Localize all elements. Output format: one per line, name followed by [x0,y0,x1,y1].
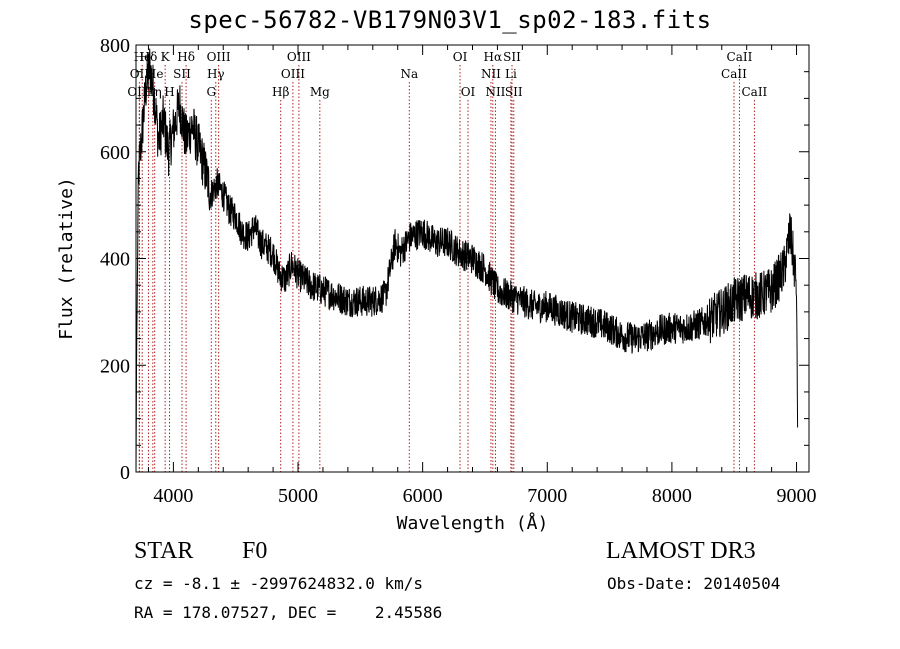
chart-title: spec-56782-VB179N03V1_sp02-183.fits [188,6,712,34]
coordinates: RA = 178.07527, DEC = 2.45586 [134,603,443,622]
line-label-24: Li [505,67,517,81]
x-tick-label-2: 6000 [403,485,443,507]
object-subclass: F0 [242,538,268,564]
line-label-12: G [206,85,216,99]
x-tick-label-5: 9000 [777,485,817,507]
survey-name: LAMOST DR3 [606,538,756,564]
line-label-19: OI [461,85,476,99]
line-label-1: OII [130,67,150,81]
x-tick-label-3: 7000 [527,485,567,507]
line-label-13: Hβ [272,85,289,99]
line-label-25: SII [505,85,523,99]
line-label-21: NII [481,67,501,81]
y-tick-label-4: 800 [100,35,130,57]
y-tick-label-3: 600 [100,142,130,164]
line-label-8: SII [173,67,191,81]
line-label-20: Hα [484,50,503,64]
y-axis-title: Flux (relative) [56,177,77,340]
object-class: STAR [134,538,194,564]
observation-date: Obs-Date: 20140504 [607,574,781,593]
line-label-7: H [164,85,174,99]
line-label-26: CaII [727,50,753,64]
x-tick-label-4: 8000 [652,485,692,507]
line-label-22: NII [485,85,505,99]
line-label-16: Mg [310,85,330,99]
line-label-15: OIII [281,67,305,81]
x-tick-label-1: 5000 [278,485,318,507]
line-label-17: Na [400,67,418,81]
line-label-23: SII [503,50,521,64]
line-label-6: K [161,50,171,64]
line-label-14: OIII [287,50,311,64]
line-label-18: OI [453,50,468,64]
line-label-10: OIII [207,50,231,64]
y-tick-label-2: 400 [100,249,130,271]
x-axis-title: Wavelength (Å) [397,512,549,534]
y-tick-label-1: 200 [100,355,130,377]
redshift-velocity: cz = -8.1 ± -2997624832.0 km/s [134,574,423,593]
spectrum-line [135,48,799,473]
line-label-11: Hγ [207,67,225,81]
y-tick-label-0: 0 [120,462,130,484]
line-label-28: CaII [741,85,767,99]
x-tick-label-0: 4000 [153,485,193,507]
line-label-9: Hδ [177,50,195,64]
line-label-27: CaII [721,67,747,81]
